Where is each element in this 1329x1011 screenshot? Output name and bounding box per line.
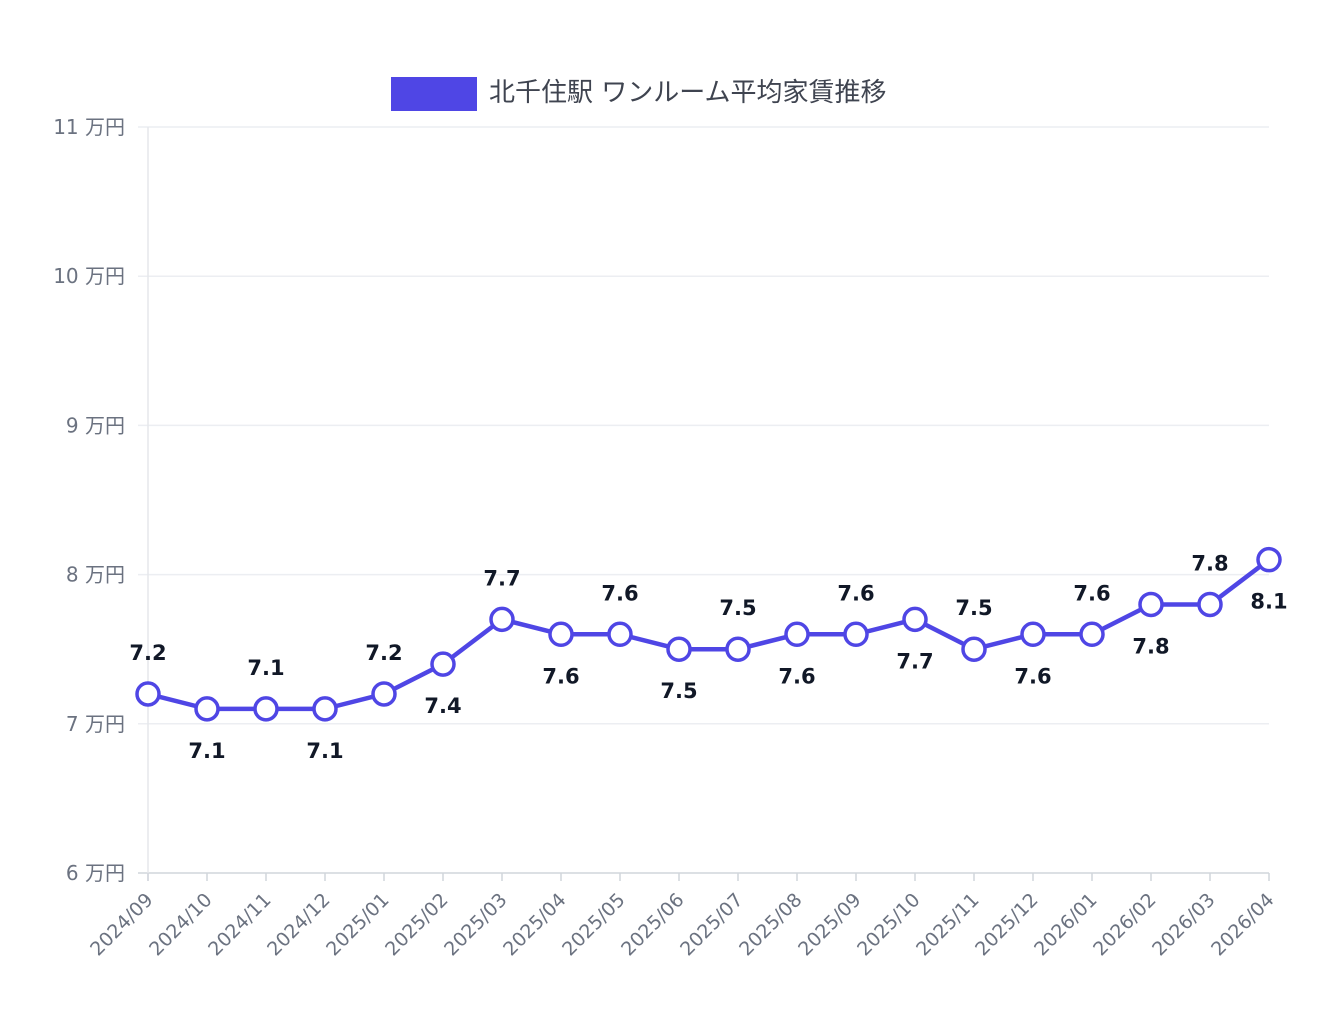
data-point	[784, 621, 810, 648]
x-tick-label: 2025/03	[440, 889, 511, 960]
x-tick-label: 2026/01	[1030, 889, 1101, 960]
x-tick-label: 2025/06	[617, 889, 688, 960]
x-tick-label: 2024/09	[86, 889, 157, 960]
x-tick-label: 2026/04	[1207, 889, 1278, 960]
data-point	[548, 621, 574, 648]
data-label: 7.6	[1073, 581, 1110, 605]
x-tick-label: 2025/01	[322, 889, 393, 960]
data-label: 7.4	[424, 694, 461, 718]
series-layer	[135, 546, 1282, 722]
data-label: 7.6	[601, 581, 638, 605]
data-label: 7.1	[188, 739, 225, 763]
x-tick-label: 2025/12	[971, 889, 1042, 960]
data-point	[725, 636, 751, 662]
data-point	[489, 606, 515, 633]
data-label: 7.1	[306, 739, 343, 763]
x-tick-label: 2026/02	[1089, 889, 1160, 960]
data-label: 7.6	[837, 581, 874, 605]
legend-label: 北千住駅 ワンルーム平均家賃推移	[489, 78, 887, 108]
x-tick-label: 2025/07	[676, 889, 747, 960]
y-tick-label: 9 万円	[66, 413, 125, 437]
data-label: 7.6	[542, 664, 579, 688]
data-point	[312, 696, 338, 722]
data-point	[1256, 546, 1282, 573]
data-point	[902, 606, 928, 633]
data-label: 7.7	[483, 566, 520, 590]
x-tick-label: 2025/05	[558, 889, 629, 960]
y-tick-label: 6 万円	[66, 861, 125, 885]
data-label-layer: 7.2 7.1 7.1 7.1 7.2 7.4 7.7 7.6 7.6 7.5 7.5 7.6 7.6 7…	[129, 551, 1287, 762]
x-tick-label: 2025/04	[499, 889, 570, 960]
data-label: 7.1	[247, 656, 284, 680]
data-point	[253, 696, 279, 722]
data-point	[135, 681, 161, 707]
data-point	[961, 636, 987, 662]
x-tick-label: 2024/10	[145, 889, 216, 960]
legend-swatch	[391, 77, 477, 111]
x-tick-label: 2025/11	[912, 889, 983, 960]
data-label: 7.7	[896, 649, 933, 673]
data-label: 7.5	[955, 596, 992, 620]
data-label: 7.6	[778, 664, 815, 688]
data-point	[1197, 591, 1223, 618]
x-tick-label: 2025/10	[853, 889, 924, 960]
data-point	[1138, 591, 1164, 618]
data-label: 7.8	[1191, 551, 1228, 575]
data-point	[666, 636, 692, 662]
data-label: 8.1	[1250, 590, 1287, 614]
data-point	[1079, 621, 1105, 648]
x-tick-label: 2026/03	[1148, 889, 1219, 960]
data-label: 7.5	[719, 596, 756, 620]
data-point	[371, 681, 397, 707]
y-tick-label: 11 万円	[53, 115, 125, 139]
legend[interactable]: 北千住駅 ワンルーム平均家賃推移	[391, 77, 887, 111]
x-tick-label: 2025/02	[381, 889, 452, 960]
data-point	[194, 696, 220, 722]
data-point	[1020, 621, 1046, 648]
x-tick-label: 2025/09	[794, 889, 865, 960]
data-label: 7.8	[1132, 634, 1169, 658]
data-label: 7.6	[1014, 664, 1051, 688]
data-point	[607, 621, 633, 648]
y-tick-label: 10 万円	[53, 264, 125, 288]
x-tick-label: 2025/08	[735, 889, 806, 960]
data-point	[843, 621, 869, 648]
data-label: 7.2	[365, 641, 402, 665]
x-tick-label: 2024/12	[263, 889, 334, 960]
axis-layer: 6 万円 7 万円 8 万円 9 万円 10 万円 11 万円 2024/092024/10…	[53, 115, 1278, 960]
data-label: 7.2	[129, 641, 166, 665]
y-tick-label: 7 万円	[66, 712, 125, 736]
y-tick-label: 8 万円	[66, 563, 125, 587]
grid-layer	[138, 126, 1269, 874]
data-point	[430, 651, 456, 677]
x-tick-label: 2024/11	[204, 889, 275, 960]
data-label: 7.5	[660, 679, 697, 703]
